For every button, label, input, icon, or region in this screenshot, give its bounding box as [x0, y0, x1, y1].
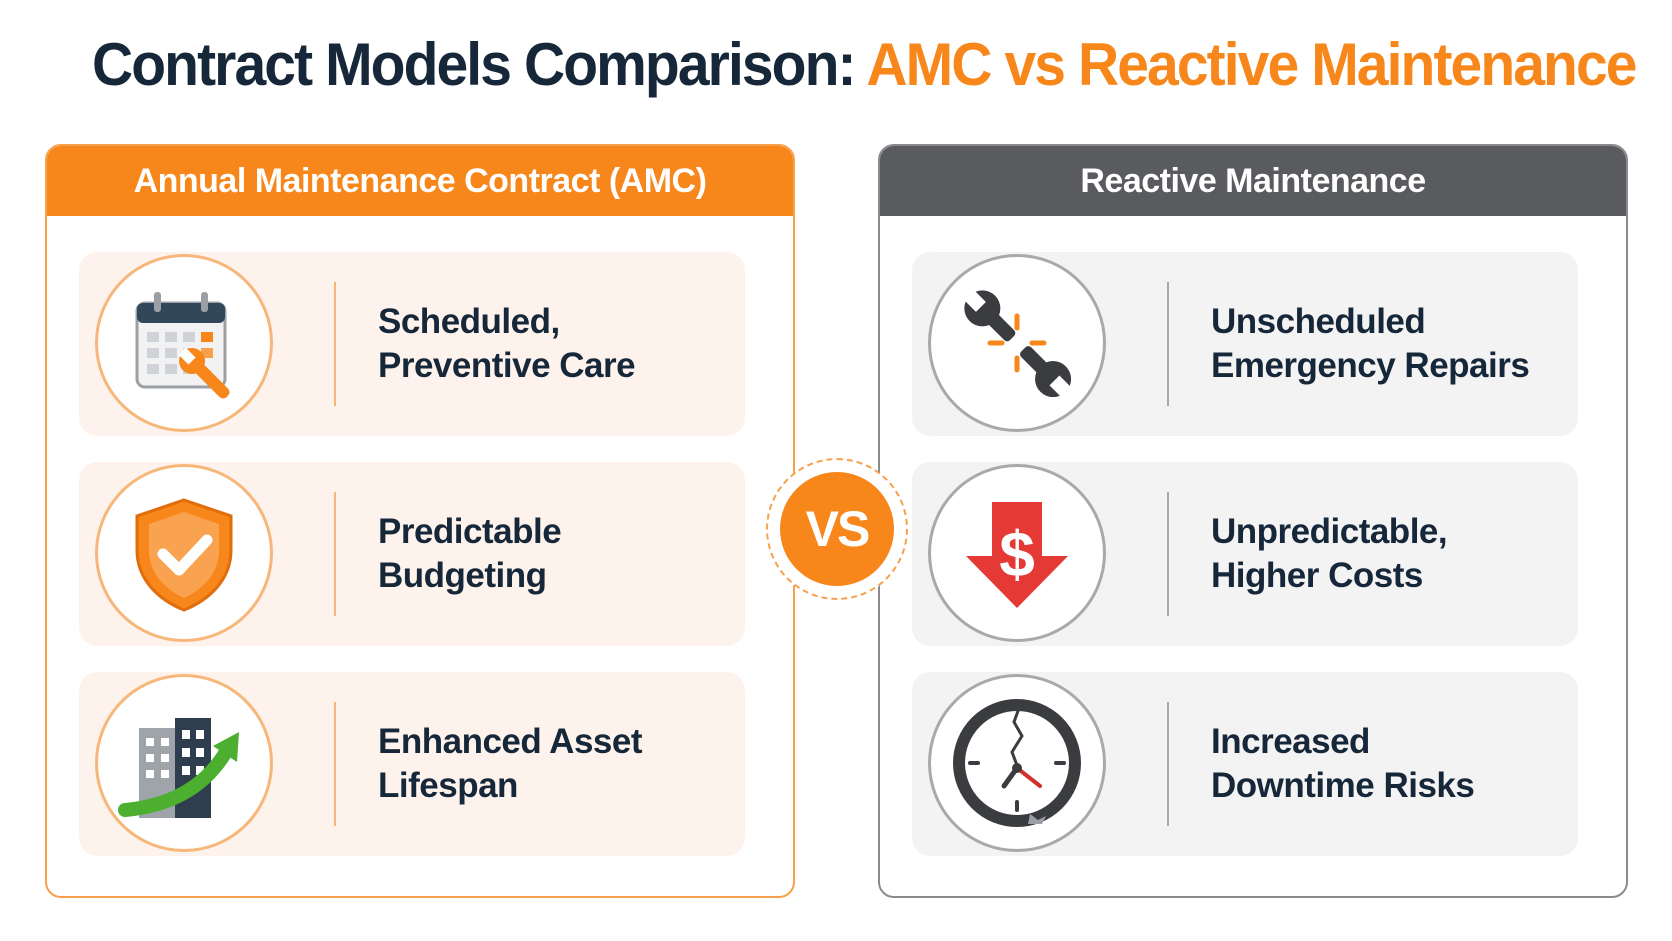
item-divider	[334, 282, 336, 406]
reactive-panel-header: Reactive Maintenance	[880, 146, 1626, 216]
reactive-panel: Reactive Maintenance	[878, 144, 1628, 898]
amc-item-label-line1: Predictable	[378, 512, 562, 551]
item-divider	[1167, 282, 1169, 406]
svg-text:$: $	[999, 518, 1035, 590]
amc-item-label: Scheduled, Preventive Care	[378, 252, 728, 436]
amc-item-lifespan: Enhanced Asset Lifespan	[79, 672, 745, 856]
amc-item-label-line2: Lifespan	[378, 766, 518, 805]
shield-check-icon	[95, 464, 273, 642]
amc-item-budgeting: Predictable Budgeting	[79, 462, 745, 646]
amc-item-label-line1: Enhanced Asset	[378, 722, 643, 761]
amc-item-label-line2: Preventive Care	[378, 346, 636, 385]
item-divider	[334, 702, 336, 826]
amc-panel-header: Annual Maintenance Contract (AMC)	[47, 146, 793, 216]
calendar-wrench-icon	[95, 254, 273, 432]
amc-item-label: Enhanced Asset Lifespan	[378, 672, 728, 856]
reactive-item-label-line2: Emergency Repairs	[1211, 346, 1530, 385]
page-title: Contract Models Comparison: AMC vs React…	[92, 30, 1637, 99]
item-divider	[334, 492, 336, 616]
reactive-item-label: Unpredictable, Higher Costs	[1211, 462, 1561, 646]
item-divider	[1167, 702, 1169, 826]
reactive-item-label-line2: Higher Costs	[1211, 556, 1423, 595]
item-divider	[1167, 492, 1169, 616]
reactive-item-downtime: Increased Downtime Risks	[912, 672, 1578, 856]
reactive-item-costs: $ Unpredictable, Higher Costs	[912, 462, 1578, 646]
amc-item-label-line2: Budgeting	[378, 556, 547, 595]
title-part-1: Contract Models Comparison:	[92, 31, 867, 98]
vs-badge: VS	[766, 458, 908, 600]
amc-item-label-line1: Scheduled,	[378, 302, 560, 341]
reactive-item-label: Unscheduled Emergency Repairs	[1211, 252, 1561, 436]
reactive-item-emergency: Unscheduled Emergency Repairs	[912, 252, 1578, 436]
amc-item-scheduled: Scheduled, Preventive Care	[79, 252, 745, 436]
title-part-2: AMC vs Reactive Maintenance	[866, 31, 1637, 98]
reactive-item-label: Increased Downtime Risks	[1211, 672, 1561, 856]
reactive-item-label-line1: Increased	[1211, 722, 1370, 761]
vs-label: VS	[780, 472, 894, 586]
reactive-item-label-line2: Downtime Risks	[1211, 766, 1475, 805]
reactive-item-label-line1: Unpredictable,	[1211, 512, 1448, 551]
amc-panel: Annual Maintenance Contract (AMC)	[45, 144, 795, 898]
broken-wrench-icon	[928, 254, 1106, 432]
building-growth-arrow-icon	[95, 674, 273, 852]
cracked-clock-icon	[928, 674, 1106, 852]
dollar-down-arrow-icon: $	[928, 464, 1106, 642]
reactive-item-label-line1: Unscheduled	[1211, 302, 1426, 341]
amc-item-label: Predictable Budgeting	[378, 462, 728, 646]
